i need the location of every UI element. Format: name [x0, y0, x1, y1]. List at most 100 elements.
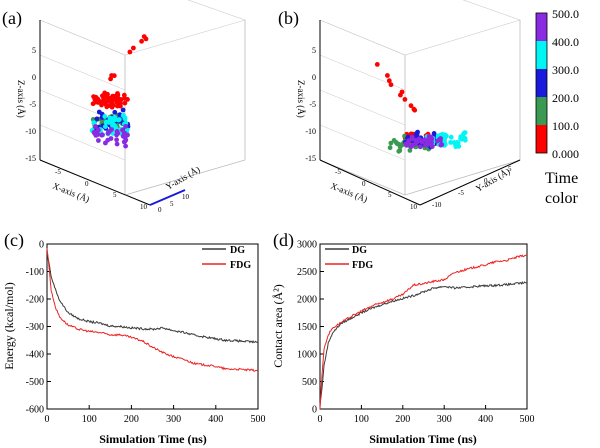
- scatter-point-purple: [93, 124, 98, 129]
- scatter-point-red: [115, 92, 121, 98]
- y-tick-label: 0: [312, 405, 317, 416]
- scatter-point-red: [111, 73, 117, 79]
- panel-a-zlabel: Z-axis (Å): [16, 80, 26, 118]
- panel-a-label: (a): [2, 8, 22, 29]
- scatter-point-cyan: [453, 144, 459, 150]
- scatter-point-red: [92, 96, 98, 102]
- panel-c-ylabel: Energy (kcal/mol): [2, 282, 16, 369]
- panel-a-ztick: 5: [32, 46, 36, 55]
- x-tick-label: 300: [166, 414, 181, 425]
- colorbar-tick: 400.0: [552, 35, 579, 49]
- panel-a: (a) 5 0 -5 -10 -15 -5 0 5 10 0 5 10 Z-ax…: [2, 0, 246, 214]
- legend-fdg-label: FDG: [352, 260, 373, 271]
- panel-a-ytick: 0: [158, 206, 162, 214]
- scatter-point-cyan: [455, 140, 461, 146]
- panel-a-ytick: 5: [170, 200, 174, 208]
- panel-a-box-top: [39, 0, 246, 56]
- series-line-dg: [46, 252, 259, 344]
- y-tick-label: -200: [26, 295, 44, 306]
- scatter-point-purple: [412, 141, 418, 147]
- panel-c-label: (c): [4, 230, 24, 251]
- scatter-point-blue: [431, 131, 437, 136]
- colorbar-tick: 300.0: [552, 63, 579, 77]
- scatter-point-cyan: [462, 130, 467, 136]
- panel-b-grid: [319, 19, 406, 196]
- legend-dg-label: DG: [230, 245, 245, 256]
- scatter-point-purple: [95, 132, 101, 137]
- scatter-point-purple: [105, 137, 111, 143]
- scatter-point-purple: [125, 132, 130, 138]
- scatter-point-purple: [409, 134, 415, 140]
- y-tick-label: 500: [302, 377, 317, 388]
- colorbar-tick: 200.0: [552, 91, 579, 105]
- panel-a-points: [89, 34, 149, 149]
- panel-d-legend: DG FDG: [325, 245, 373, 271]
- panel-a-box-right: [124, 20, 246, 196]
- scatter-point-purple: [406, 138, 411, 144]
- panel-a-ztick: -10: [25, 127, 36, 136]
- scatter-point-purple: [403, 141, 409, 147]
- scatter-point-purple: [429, 140, 434, 146]
- scatter-point-cyan: [112, 123, 117, 128]
- scatter-point-cyan: [122, 116, 128, 122]
- panel-b: (b) 5 0 -5 -10 -15 -5 0 5 10 -10 -5 0 5 …: [278, 0, 521, 211]
- grid-line: [39, 54, 126, 91]
- y-tick-label: 1000: [297, 350, 317, 361]
- panel-d-ylabel: Contact area (Å²): [271, 284, 285, 368]
- panel-c-ticks: 0 100 200 300 400 500 0 -100 -200 -300 -400 -500 -60…: [26, 240, 266, 426]
- scatter-point-purple: [429, 136, 435, 142]
- y-tick-label: -300: [26, 322, 44, 333]
- colorbar-title-line1: Time: [545, 170, 578, 187]
- scatter-point-red: [101, 99, 106, 105]
- y-tick-label: -500: [26, 377, 44, 388]
- panel-a-ytick: 10: [182, 193, 190, 201]
- scatter-point-blue: [94, 116, 100, 122]
- scatter-point-red: [110, 102, 116, 108]
- legend-dg-label: DG: [352, 245, 367, 256]
- scatter-point-cyan: [109, 116, 115, 121]
- series-line-fdg: [319, 254, 528, 410]
- scatter-point-red: [398, 92, 403, 98]
- panel-a-ztick: -15: [25, 154, 36, 163]
- x-tick-label: 100: [82, 414, 97, 425]
- panel-a-x-axis: [39, 159, 151, 206]
- scatter-point-purple: [419, 139, 425, 145]
- panel-c-lines: [46, 248, 259, 372]
- panel-b-ztick: 5: [312, 46, 316, 55]
- scatter-point-green: [407, 148, 413, 153]
- panel-d-xlabel: Simulation Time (ns): [369, 432, 477, 446]
- scatter-point-green: [397, 144, 403, 150]
- panel-c-frame: [46, 243, 259, 410]
- y-tick-label: -600: [26, 405, 44, 416]
- scatter-point-red: [110, 93, 116, 99]
- scatter-point-purple: [107, 128, 112, 134]
- colorbar-band-purple: [536, 13, 547, 41]
- scatter-point-purple: [437, 137, 443, 143]
- colorbar-tick: 500.0: [552, 7, 579, 21]
- colorbar: 500.0 400.0 300.0 200.0 100.0 0.000 Time…: [535, 7, 579, 207]
- colorbar-band-red: [536, 125, 547, 153]
- colorbar-band-green: [536, 97, 547, 125]
- scatter-point-red: [412, 107, 418, 113]
- scatter-point-purple: [438, 142, 444, 148]
- panel-b-ztick: 0: [312, 73, 316, 82]
- scatter-point-purple: [114, 141, 120, 147]
- series-line-dg: [319, 281, 528, 406]
- panel-b-box-top: [319, 0, 521, 56]
- panel-d-ticks: 0 100 200 300 400 500 0 500 1000 1500 2000 2500 3000: [297, 240, 535, 426]
- panel-b-x-axis: [319, 159, 421, 206]
- scatter-point-red: [106, 103, 111, 109]
- panel-b-zlabel: Z-axis (Å): [296, 80, 306, 118]
- scatter-point-red: [388, 82, 394, 88]
- panel-b-xtick: 5: [388, 191, 392, 199]
- scatter-point-cyan: [442, 135, 448, 141]
- colorbar-title-line2: color: [545, 190, 579, 207]
- scatter-point-blue: [112, 109, 118, 115]
- panel-b-ytick: 5: [508, 165, 512, 173]
- y-tick-label: 1500: [297, 322, 317, 333]
- legend-fdg-label: FDG: [230, 260, 251, 271]
- scatter-point-purple: [123, 143, 128, 149]
- scatter-point-red: [115, 100, 121, 106]
- panel-c-xlabel: Simulation Time (ns): [99, 432, 207, 446]
- series-line-fdg: [46, 248, 259, 372]
